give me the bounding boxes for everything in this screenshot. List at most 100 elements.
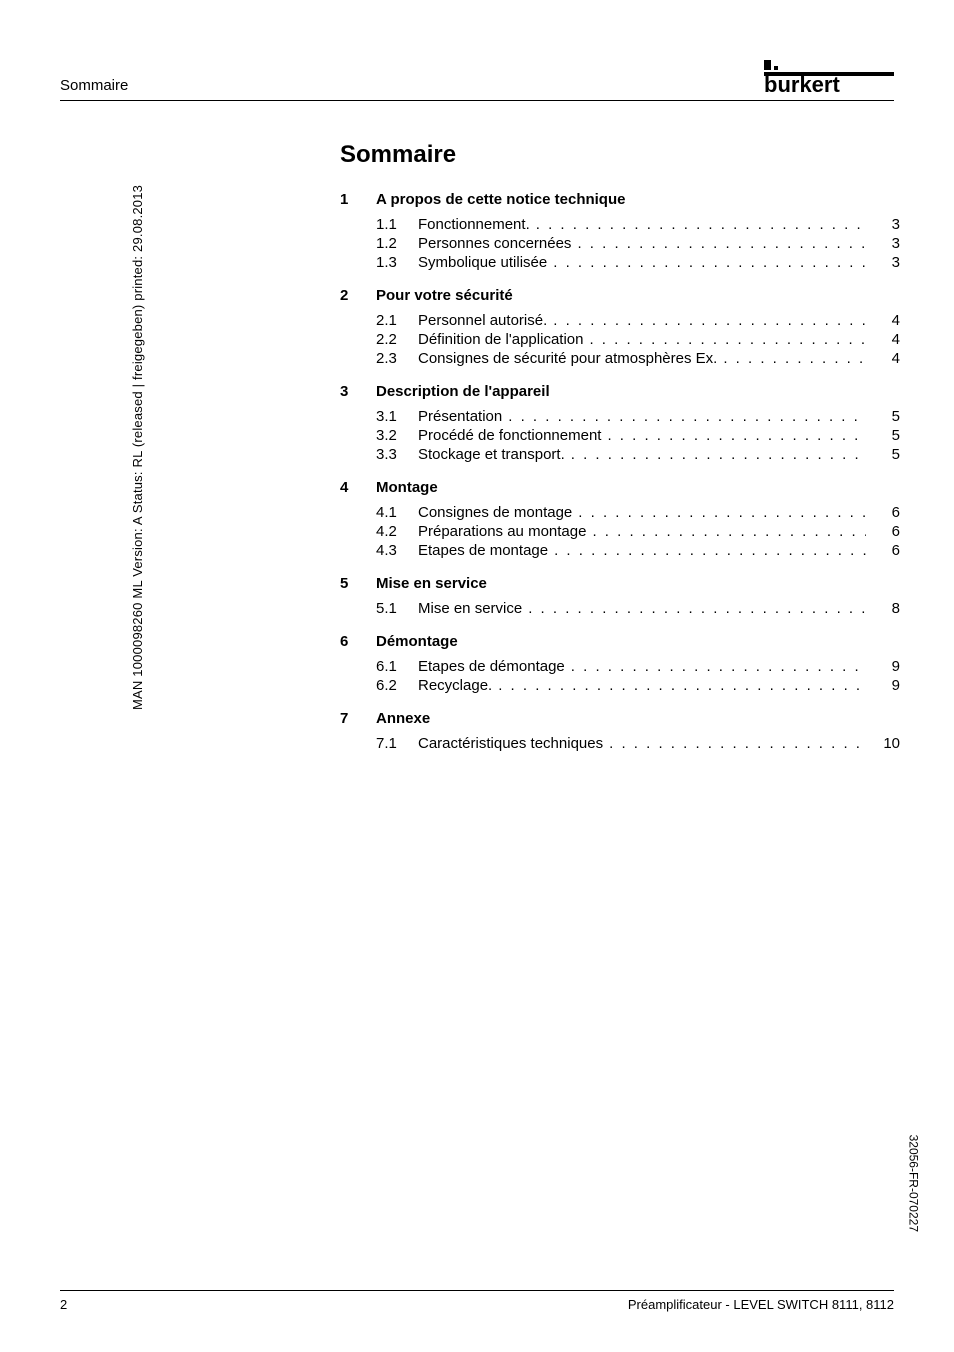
toc-entry-label: Définition de l'application — [418, 331, 583, 348]
toc: Sommaire 1A propos de cette notice techn… — [340, 141, 900, 752]
toc-entry-page: 5 — [872, 446, 900, 463]
toc-entry-number: 1.1 — [376, 216, 418, 233]
toc-entry-page: 4 — [872, 350, 900, 367]
toc-entry-dots: . . . . . . . . . . . . . . . . . . . . … — [536, 216, 866, 233]
toc-title: Sommaire — [340, 141, 900, 169]
toc-entry-page: 3 — [872, 254, 900, 271]
svg-text:burkert: burkert — [764, 72, 840, 94]
toc-section-header: 4Montage — [340, 479, 900, 496]
toc-entry-number: 2.2 — [376, 331, 418, 348]
toc-entry: 3.3Stockage et transport.. . . . . . . .… — [376, 446, 900, 463]
burkert-logo: burkert — [764, 60, 894, 94]
toc-section-header: 6Démontage — [340, 633, 900, 650]
toc-section: 2Pour votre sécurité 2.1Personnel autoris… — [340, 287, 900, 367]
toc-section: 6Démontage 6.1Etapes de démontage . . . . … — [340, 633, 900, 694]
toc-entry-dots: . . . . . . . . . . . . . . . . . . . . … — [571, 446, 866, 463]
toc-section: 5Mise en service5.1Mise en service. . . … — [340, 575, 900, 617]
toc-entry-label: Consignes de montage — [418, 504, 572, 521]
toc-entry: 4.1Consignes de montage . . . . . . . . .… — [376, 504, 900, 521]
toc-section-title: Mise en service — [376, 575, 487, 592]
toc-section-title: Démontage — [376, 633, 458, 650]
page-footer: 2 Préamplificateur - LEVEL SWITCH 8111, … — [60, 1290, 894, 1312]
toc-section-number: 4 — [340, 479, 376, 496]
toc-entry-label: Recyclage. — [418, 677, 492, 694]
toc-entry-number: 7.1 — [376, 735, 418, 752]
toc-entry-number: 6.2 — [376, 677, 418, 694]
footer-page-number: 2 — [60, 1297, 67, 1312]
side-meta-text: MAN 1000098260 ML Version: A Status: RL … — [130, 185, 145, 710]
toc-entry: 7.1Caractéristiques techniques . . . . . … — [376, 735, 900, 752]
toc-section-title: A propos de cette notice technique — [376, 191, 625, 208]
toc-entry-page: 3 — [872, 235, 900, 252]
toc-entry-number: 6.1 — [376, 658, 418, 675]
toc-section-header: 1A propos de cette notice technique — [340, 191, 900, 208]
toc-entry: 2.3Consignes de sécurité pour atmosphère… — [376, 350, 900, 367]
toc-entry-dots: . . . . . . . . . . . . . . . . . . . . … — [528, 600, 866, 617]
toc-entry-label: Procédé de fonctionnement — [418, 427, 601, 444]
toc-entry-dots: . . . . . . . . . . . . . . . . . . . . … — [609, 735, 866, 752]
toc-entry-page: 8 — [872, 600, 900, 617]
toc-entry-number: 1.2 — [376, 235, 418, 252]
toc-section-number: 7 — [340, 710, 376, 727]
toc-entry-number: 5.1 — [376, 600, 418, 617]
toc-entry-label: Personnel autorisé. — [418, 312, 547, 329]
toc-section-title: Pour votre sécurité — [376, 287, 513, 304]
toc-entry: 4.2Préparations au montage. . . . . . . … — [376, 523, 900, 540]
toc-entry: 1.3Symbolique utilisée . . . . . . . . . … — [376, 254, 900, 271]
toc-entry-dots: . . . . . . . . . . . . . . . . . . . . … — [577, 235, 866, 252]
toc-section-title: Annexe — [376, 710, 430, 727]
page: Sommaire burkert MAN 1000098260 ML Versi… — [0, 0, 954, 1352]
toc-entry-dots: . . . . . . . . . . . . . . . . . . . . … — [554, 542, 866, 559]
toc-entry-label: Mise en service — [418, 600, 522, 617]
toc-entry-page: 3 — [872, 216, 900, 233]
toc-section-header: 5Mise en service — [340, 575, 900, 592]
toc-section: 1A propos de cette notice technique 1.1Fo… — [340, 191, 900, 271]
toc-entry-label: Etapes de démontage — [418, 658, 565, 675]
toc-entry-label: Fonctionnement. — [418, 216, 530, 233]
toc-entry: 4.3Etapes de montage. . . . . . . . . . … — [376, 542, 900, 559]
toc-section: 4Montage 4.1Consignes de montage . . . . .… — [340, 479, 900, 559]
toc-section-header: 7Annexe — [340, 710, 900, 727]
toc-entry-page: 6 — [872, 523, 900, 540]
toc-entry-label: Caractéristiques techniques — [418, 735, 603, 752]
footer-vertical-code: 32056-FR-070227 — [906, 1135, 920, 1232]
toc-section: 7Annexe 7.1Caractéristiques techniques . .… — [340, 710, 900, 752]
toc-entry-label: Symbolique utilisée — [418, 254, 547, 271]
toc-entry-dots: . . . . . . . . . . . . . . . . . . . . … — [553, 254, 866, 271]
toc-entry-number: 2.3 — [376, 350, 418, 367]
toc-entry: 6.1Etapes de démontage . . . . . . . . . … — [376, 658, 900, 675]
toc-entry: 2.2Définition de l'application. . . . . … — [376, 331, 900, 348]
toc-body: 1A propos de cette notice technique 1.1Fo… — [340, 191, 900, 752]
toc-entry-number: 4.1 — [376, 504, 418, 521]
toc-entry-label: Stockage et transport. — [418, 446, 565, 463]
toc-entry-dots: . . . . . . . . . . . . . . . . . . . . … — [498, 677, 866, 694]
toc-entry-number: 2.1 — [376, 312, 418, 329]
toc-entry: 3.2Procédé de fonctionnement. . . . . . … — [376, 427, 900, 444]
toc-entry-dots: . . . . . . . . . . . . . . . . . . . . … — [578, 504, 866, 521]
header-title: Sommaire — [60, 77, 128, 94]
toc-entry-label: Etapes de montage — [418, 542, 548, 559]
toc-entry-page: 4 — [872, 331, 900, 348]
toc-section: 3Description de l'appareil3.1Présentatio… — [340, 383, 900, 463]
toc-entry-page: 5 — [872, 427, 900, 444]
toc-entry: 1.2Personnes concernées. . . . . . . . .… — [376, 235, 900, 252]
toc-entry-number: 1.3 — [376, 254, 418, 271]
page-header: Sommaire burkert — [60, 60, 894, 101]
toc-entry-label: Consignes de sécurité pour atmosphères E… — [418, 350, 717, 367]
toc-section-number: 6 — [340, 633, 376, 650]
toc-entry-page: 6 — [872, 542, 900, 559]
toc-entry: 2.1Personnel autorisé.. . . . . . . . . … — [376, 312, 900, 329]
toc-entry: 5.1Mise en service . . . . . . . . . . . … — [376, 600, 900, 617]
toc-entry-number: 4.2 — [376, 523, 418, 540]
toc-entry-dots: . . . . . . . . . . . . . . . . . . . . … — [571, 658, 866, 675]
toc-entry-number: 3.2 — [376, 427, 418, 444]
toc-section-number: 3 — [340, 383, 376, 400]
toc-entry-page: 9 — [872, 677, 900, 694]
toc-section-header: 2Pour votre sécurité — [340, 287, 900, 304]
toc-entry: 6.2Recyclage. . . . . . . . . . . . . . .… — [376, 677, 900, 694]
toc-section-number: 5 — [340, 575, 376, 592]
toc-entry-page: 5 — [872, 408, 900, 425]
toc-entry: 3.1Présentation. . . . . . . . . . . . .… — [376, 408, 900, 425]
toc-entry-page: 9 — [872, 658, 900, 675]
toc-section-number: 1 — [340, 191, 376, 208]
